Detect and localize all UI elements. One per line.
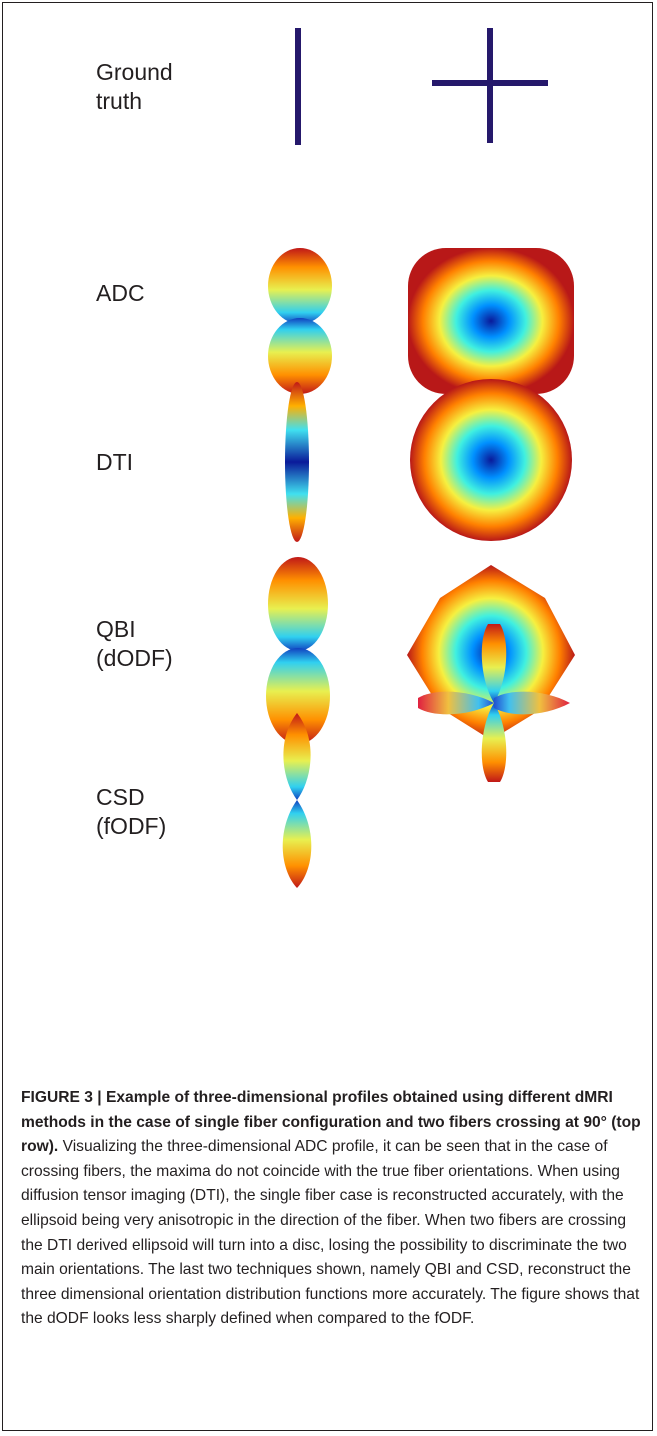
adc-profiles (268, 248, 574, 394)
caption-label: FIGURE 3 | (21, 1089, 102, 1106)
dti-profiles (285, 379, 572, 542)
figure-graphics (0, 0, 657, 1080)
figure-caption: FIGURE 3 | Example of three-dimensional … (21, 1086, 641, 1332)
ground-truth (298, 28, 548, 145)
qbi-profiles (266, 557, 575, 744)
page: Ground truth ADC DTI QBI (dODF) CSD (fOD… (0, 0, 657, 1436)
caption-text: Visualizing the three-dimensional ADC pr… (21, 1138, 639, 1327)
